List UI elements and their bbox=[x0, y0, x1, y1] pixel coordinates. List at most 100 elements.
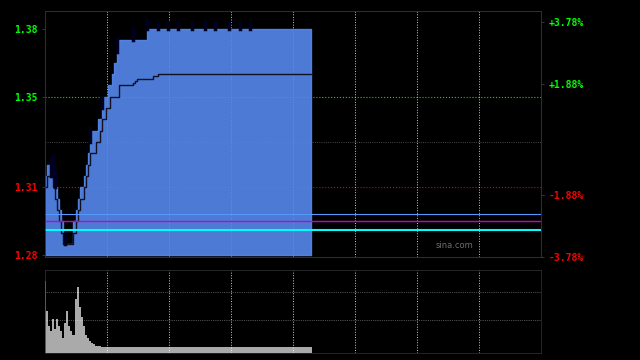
Bar bbox=[142, 347, 144, 353]
Bar bbox=[292, 347, 294, 353]
Bar bbox=[179, 347, 181, 353]
Bar bbox=[246, 347, 249, 353]
Bar bbox=[175, 347, 177, 353]
Bar bbox=[208, 347, 210, 353]
Bar bbox=[136, 347, 138, 353]
Bar bbox=[84, 335, 87, 353]
Bar bbox=[183, 347, 185, 353]
Bar bbox=[111, 347, 113, 353]
Bar bbox=[214, 347, 216, 353]
Bar bbox=[79, 307, 81, 353]
Bar bbox=[271, 347, 273, 353]
Bar bbox=[205, 347, 208, 353]
Bar bbox=[255, 347, 257, 353]
Bar bbox=[284, 347, 285, 353]
Bar bbox=[181, 347, 183, 353]
Bar bbox=[290, 347, 292, 353]
Bar bbox=[302, 347, 304, 353]
Bar bbox=[118, 347, 120, 353]
Bar bbox=[282, 347, 284, 353]
Bar bbox=[241, 347, 243, 353]
Bar bbox=[95, 346, 97, 353]
Bar bbox=[228, 347, 230, 353]
Bar bbox=[306, 347, 308, 353]
Bar bbox=[56, 319, 58, 353]
Bar bbox=[108, 347, 109, 353]
Bar bbox=[212, 347, 214, 353]
Bar bbox=[157, 347, 159, 353]
Bar bbox=[188, 347, 189, 353]
Bar bbox=[204, 347, 205, 353]
Bar bbox=[257, 347, 259, 353]
Bar bbox=[244, 347, 246, 353]
Bar bbox=[267, 347, 269, 353]
Bar bbox=[298, 347, 300, 353]
Bar bbox=[147, 347, 148, 353]
Bar bbox=[220, 347, 222, 353]
Bar bbox=[103, 347, 105, 353]
Bar bbox=[144, 347, 147, 353]
Bar bbox=[99, 346, 101, 353]
Bar bbox=[44, 281, 46, 353]
Bar bbox=[113, 347, 115, 353]
Bar bbox=[222, 347, 224, 353]
Bar bbox=[81, 317, 83, 353]
Bar bbox=[60, 331, 62, 353]
Bar bbox=[191, 347, 193, 353]
Bar bbox=[125, 347, 128, 353]
Bar bbox=[198, 347, 200, 353]
Bar bbox=[251, 347, 253, 353]
Bar bbox=[218, 347, 220, 353]
Bar bbox=[185, 347, 188, 353]
Bar bbox=[236, 347, 239, 353]
Bar bbox=[67, 311, 68, 353]
Bar bbox=[232, 347, 234, 353]
Bar bbox=[159, 347, 161, 353]
Bar bbox=[128, 347, 130, 353]
Bar bbox=[265, 347, 267, 353]
Bar bbox=[109, 347, 111, 353]
Bar bbox=[91, 343, 93, 353]
Bar bbox=[261, 347, 263, 353]
Bar bbox=[64, 323, 67, 353]
Bar bbox=[97, 346, 99, 353]
Bar bbox=[115, 347, 118, 353]
Bar bbox=[150, 347, 152, 353]
Bar bbox=[275, 347, 277, 353]
Bar bbox=[62, 338, 64, 353]
Bar bbox=[105, 347, 108, 353]
Bar bbox=[171, 347, 173, 353]
Bar bbox=[154, 347, 157, 353]
Bar bbox=[46, 311, 48, 353]
Bar bbox=[249, 347, 251, 353]
Bar bbox=[77, 287, 79, 353]
Bar bbox=[74, 299, 77, 353]
Bar bbox=[304, 347, 306, 353]
Bar bbox=[130, 347, 132, 353]
Bar bbox=[164, 347, 167, 353]
Bar bbox=[226, 347, 228, 353]
Bar bbox=[210, 347, 212, 353]
Bar bbox=[68, 327, 70, 353]
Bar bbox=[230, 347, 232, 353]
Bar bbox=[310, 347, 312, 353]
Bar bbox=[296, 347, 298, 353]
Bar bbox=[152, 347, 154, 353]
Bar bbox=[132, 347, 134, 353]
Bar bbox=[50, 331, 52, 353]
Bar bbox=[300, 347, 302, 353]
Bar bbox=[134, 347, 136, 353]
Bar bbox=[83, 327, 84, 353]
Bar bbox=[177, 347, 179, 353]
Bar bbox=[189, 347, 191, 353]
Bar bbox=[124, 347, 125, 353]
Bar bbox=[93, 345, 95, 353]
Bar bbox=[287, 347, 290, 353]
Bar bbox=[243, 347, 244, 353]
Bar bbox=[169, 347, 171, 353]
Bar bbox=[161, 347, 163, 353]
Bar bbox=[273, 347, 275, 353]
Bar bbox=[173, 347, 175, 353]
Bar bbox=[87, 338, 89, 353]
Bar bbox=[294, 347, 296, 353]
